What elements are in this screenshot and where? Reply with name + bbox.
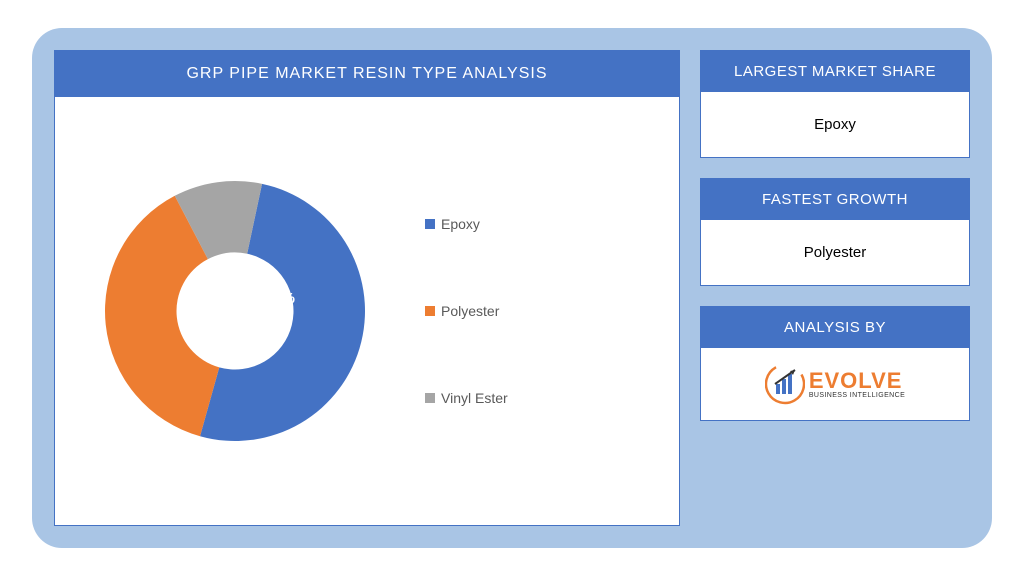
legend-swatch (425, 306, 435, 316)
chart-panel: GRP PIPE MARKET RESIN TYPE ANALYSIS 51% … (54, 50, 680, 526)
legend-item-polyester: Polyester (425, 303, 649, 319)
logo-icon (765, 362, 805, 406)
chart-title: GRP PIPE MARKET RESIN TYPE ANALYSIS (55, 51, 679, 97)
evolve-logo: EVOLVE BUSINESS INTELLIGENCE (765, 362, 905, 406)
logo-brand-text: EVOLVE (809, 368, 903, 393)
legend-swatch (425, 219, 435, 229)
chart-body: 51% Epoxy Polyester Vinyl Ester (55, 97, 679, 525)
growth-value: Polyester (701, 220, 969, 285)
legend-label: Polyester (441, 303, 499, 319)
legend-swatch (425, 393, 435, 403)
dashboard-container: GRP PIPE MARKET RESIN TYPE ANALYSIS 51% … (32, 28, 992, 548)
analysis-by-title: ANALYSIS BY (701, 307, 969, 348)
market-share-title: LARGEST MARKET SHARE (701, 51, 969, 92)
growth-title: FASTEST GROWTH (701, 179, 969, 220)
logo-brand: EVOLVE (809, 370, 905, 392)
legend-item-vinyl-ester: Vinyl Ester (425, 390, 649, 406)
growth-card: FASTEST GROWTH Polyester (700, 178, 970, 286)
logo-container: EVOLVE BUSINESS INTELLIGENCE (701, 348, 969, 420)
donut-data-label: 51% (265, 290, 295, 307)
side-column: LARGEST MARKET SHARE Epoxy FASTEST GROWT… (700, 50, 970, 526)
chart-legend: Epoxy Polyester Vinyl Ester (385, 181, 649, 441)
legend-item-epoxy: Epoxy (425, 216, 649, 232)
logo-text: EVOLVE BUSINESS INTELLIGENCE (809, 370, 905, 399)
market-share-card: LARGEST MARKET SHARE Epoxy (700, 50, 970, 158)
analysis-by-card: ANALYSIS BY EVOLVE BUSINESS INTELLIGENCE (700, 306, 970, 421)
market-share-value: Epoxy (701, 92, 969, 157)
legend-label: Vinyl Ester (441, 390, 508, 406)
legend-label: Epoxy (441, 216, 480, 232)
donut-chart: 51% (85, 161, 385, 461)
logo-subline: BUSINESS INTELLIGENCE (809, 392, 905, 399)
